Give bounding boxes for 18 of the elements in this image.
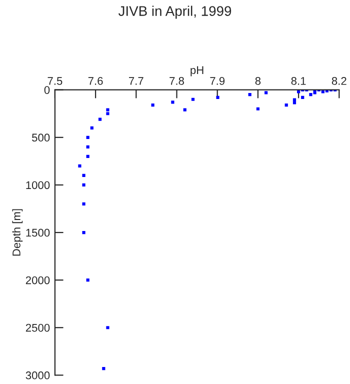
y-tick-label: 1500 bbox=[26, 228, 50, 237]
y-tick-label: 2000 bbox=[26, 276, 50, 284]
y-tick-label: 500 bbox=[32, 134, 50, 142]
y-axis-title: Depth [m] bbox=[12, 209, 23, 256]
chart-title: JIVB in April, 1999 bbox=[118, 6, 232, 19]
x-tick-label: 7.7 bbox=[128, 77, 144, 85]
y-tick-label: 0 bbox=[44, 86, 50, 94]
x-axis-title: pH bbox=[190, 66, 204, 76]
y-tick-label: 1000 bbox=[26, 181, 50, 190]
x-tick-label: 7.8 bbox=[170, 77, 184, 85]
x-tick-label: 7.6 bbox=[88, 77, 103, 85]
y-tick-label: 2500 bbox=[26, 324, 50, 332]
x-tick-label: 8.1 bbox=[291, 77, 306, 85]
y-tick-label: 3000 bbox=[26, 371, 50, 380]
x-tick-label: 7.9 bbox=[210, 77, 225, 85]
x-tick-label: 7.5 bbox=[48, 77, 62, 85]
x-tick-label: 8 bbox=[255, 77, 261, 85]
x-tick-label: 8.2 bbox=[332, 77, 346, 85]
